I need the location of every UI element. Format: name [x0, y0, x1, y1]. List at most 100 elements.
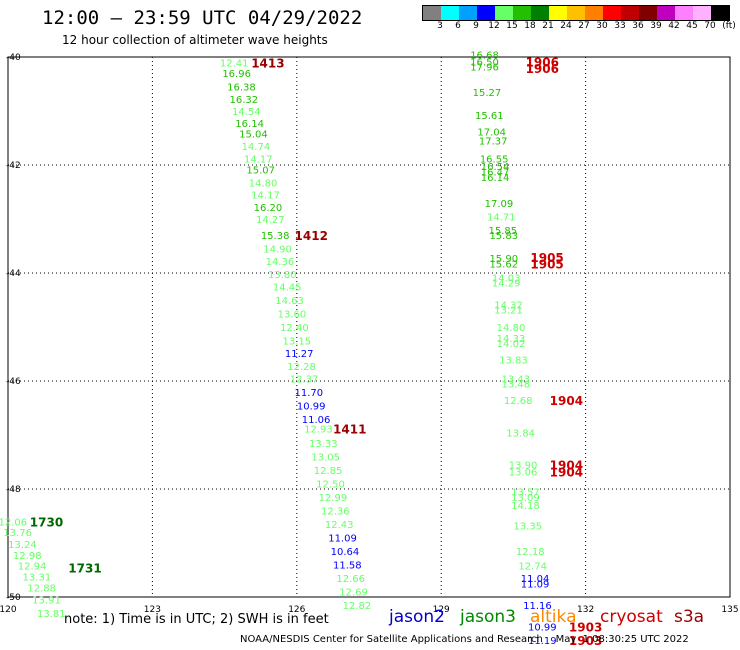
- pass-time-label: 1905: [530, 257, 563, 271]
- swh-value-label: 13.06: [509, 468, 538, 479]
- colorbar-label: 3: [437, 21, 443, 31]
- colorbar-label: 36: [632, 21, 644, 31]
- swh-value-label: 12.74: [518, 562, 547, 573]
- legend-jason2: jason2: [389, 607, 445, 627]
- swh-value-label: 12.41: [220, 58, 249, 69]
- swh-value-label: 15.90: [489, 254, 518, 265]
- swh-value-label: 12.43: [325, 520, 354, 531]
- pass-time-label: 1904: [550, 459, 583, 473]
- swh-value-label: 16.50: [470, 57, 499, 68]
- pass-time-label: 1905: [530, 251, 563, 265]
- swh-value-label: 12.66: [336, 574, 365, 585]
- swh-value-label: 14.71: [487, 212, 516, 223]
- swh-value-label: 12.50: [316, 480, 345, 491]
- swh-value-label: 11.58: [333, 561, 362, 572]
- swh-value-label: 15.27: [473, 88, 502, 99]
- y-tick-label: -44: [6, 269, 21, 279]
- swh-value-label: 13.15: [282, 337, 311, 348]
- colorbar-swatch: [657, 6, 675, 20]
- y-tick-label: -50: [6, 593, 21, 603]
- colorbar-label: 70: [704, 21, 716, 31]
- colorbar-label: (ft): [722, 21, 736, 31]
- swh-value-label: 15.61: [475, 111, 504, 122]
- swh-value-label: 11.04: [521, 574, 550, 585]
- swh-value-label: 10.99: [297, 401, 326, 412]
- swh-value-label: 10.64: [331, 547, 360, 558]
- y-tick-label: -46: [6, 377, 21, 387]
- swh-value-label: 13.90: [509, 461, 538, 472]
- swh-value-label: 17.37: [479, 137, 508, 148]
- swh-value-label: 14.32: [494, 300, 523, 311]
- swh-value-label: 14.27: [256, 215, 285, 226]
- swh-value-label: 12.85: [314, 466, 343, 477]
- colorbar-label: 24: [560, 21, 572, 31]
- swh-colorbar: [422, 5, 730, 21]
- pass-time-label: 1904: [550, 466, 583, 480]
- swh-value-label: 14.80: [497, 323, 526, 334]
- colorbar-swatch: [459, 6, 477, 20]
- swh-value-label: 14.29: [492, 279, 521, 290]
- colorbar-label: 45: [686, 21, 698, 31]
- swh-value-label: 13.80: [268, 270, 297, 281]
- colorbar-swatch: [423, 6, 441, 20]
- swh-value-label: 14.63: [275, 296, 304, 307]
- swh-value-label: 12.40: [280, 323, 309, 334]
- swh-value-label: 13.57: [511, 488, 540, 499]
- swh-value-label: 13.81: [37, 609, 66, 620]
- colorbar-label: 30: [596, 21, 608, 31]
- colorbar-label: 6: [455, 21, 461, 31]
- swh-value-label: 13.21: [494, 306, 523, 317]
- swh-value-label: 13.09: [511, 493, 540, 504]
- swh-value-label: 16.96: [222, 69, 251, 80]
- swh-value-label: 15.07: [246, 165, 275, 176]
- pass-time-label: 1412: [295, 229, 328, 243]
- swh-value-label: 13.43: [501, 374, 530, 385]
- legend-jason3: jason3: [460, 607, 516, 627]
- swh-value-label: 16.68: [470, 50, 499, 61]
- pass-time-label: 1906: [526, 55, 559, 69]
- swh-value-label: 15.83: [489, 231, 518, 242]
- swh-value-label: 17.09: [485, 199, 514, 210]
- swh-value-label: 12.68: [504, 396, 533, 407]
- swh-value-label: 12.99: [319, 493, 348, 504]
- x-tick-label: 132: [577, 605, 594, 615]
- colorbar-swatch: [621, 6, 639, 20]
- swh-value-label: 13.31: [23, 572, 52, 583]
- swh-value-label: 11.09: [328, 534, 357, 545]
- pass-time-label: 1731: [68, 561, 101, 575]
- swh-value-label: 16.54: [481, 162, 510, 173]
- swh-value-label: 10.99: [528, 623, 557, 634]
- swh-value-label: 13.76: [3, 528, 32, 539]
- pass-time-label: 1411: [333, 423, 366, 437]
- pass-time-label: 1730: [30, 515, 63, 529]
- swh-value-label: 12.94: [18, 562, 47, 573]
- swh-value-label: 12.93: [304, 425, 333, 436]
- swh-value-label: 15.04: [239, 130, 268, 141]
- swh-value-label: 14.45: [273, 283, 302, 294]
- colorbar-label: 42: [668, 21, 680, 31]
- swh-value-label: 16.20: [254, 203, 283, 214]
- colorbar-swatch: [495, 6, 513, 20]
- swh-colorbar-labels: 3 6 9 12 15 18 21 24 27 30 33 36 39 42 45 70 (ft): [422, 21, 740, 33]
- swh-value-label: 15.38: [261, 231, 290, 242]
- x-tick-label: 120: [0, 605, 17, 615]
- colorbar-swatch: [567, 6, 585, 20]
- swh-value-label: 12.69: [339, 588, 368, 599]
- swh-value-label: 13.91: [32, 596, 61, 607]
- colorbar-label: 18: [524, 21, 536, 31]
- chart-subtitle: 12 hour collection of altimeter wave hei…: [62, 33, 328, 47]
- swh-value-label: 12.36: [321, 507, 350, 518]
- x-tick-label: 123: [144, 605, 161, 615]
- plot-frame: [7, 56, 731, 598]
- footer-note: note: 1) Time is in UTC; 2) SWH is in fe…: [64, 612, 329, 627]
- swh-value-label: 16.38: [227, 83, 256, 94]
- swh-value-label: 14.18: [511, 501, 540, 512]
- colorbar-swatch: [513, 6, 531, 20]
- colorbar-label: 21: [542, 21, 554, 31]
- pass-time-label: 1413: [251, 56, 284, 70]
- y-tick-label: -48: [6, 485, 21, 495]
- colorbar-swatch: [603, 6, 621, 20]
- swh-value-label: 13.33: [309, 439, 338, 450]
- swh-value-label: 15.85: [488, 226, 517, 237]
